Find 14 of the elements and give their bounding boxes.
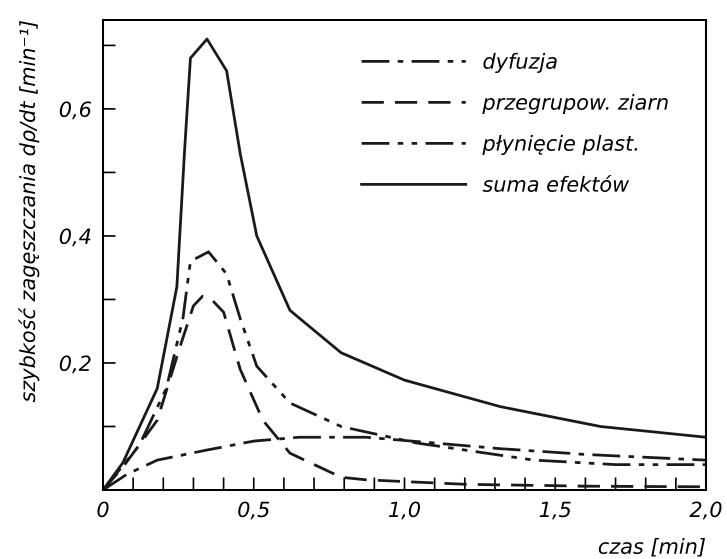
x-tick-label: 0,5 [238,501,270,520]
x-tick-label: 1,5 [540,502,571,520]
x-axis-title: czas [min] [598,538,705,557]
y-axis-title: szybkość zagęszczania dρ/dt [min⁻¹] [18,21,40,402]
x-tick-label: 2,0 [690,501,722,520]
x-tick-label: 0 [97,501,109,518]
legend-label: płynięcie plast. [482,134,638,156]
y-tick-label: 0,4 [60,228,90,246]
legend-label: suma efektów [482,175,630,192]
y-tick-label: 0,2 [60,355,91,374]
y-tick-label: 0,6 [60,101,91,120]
x-tick-label: 1,0 [388,501,420,520]
legend-label: dyfuzja [483,52,557,74]
legend-label: przegrupow. ziarn [482,94,668,114]
